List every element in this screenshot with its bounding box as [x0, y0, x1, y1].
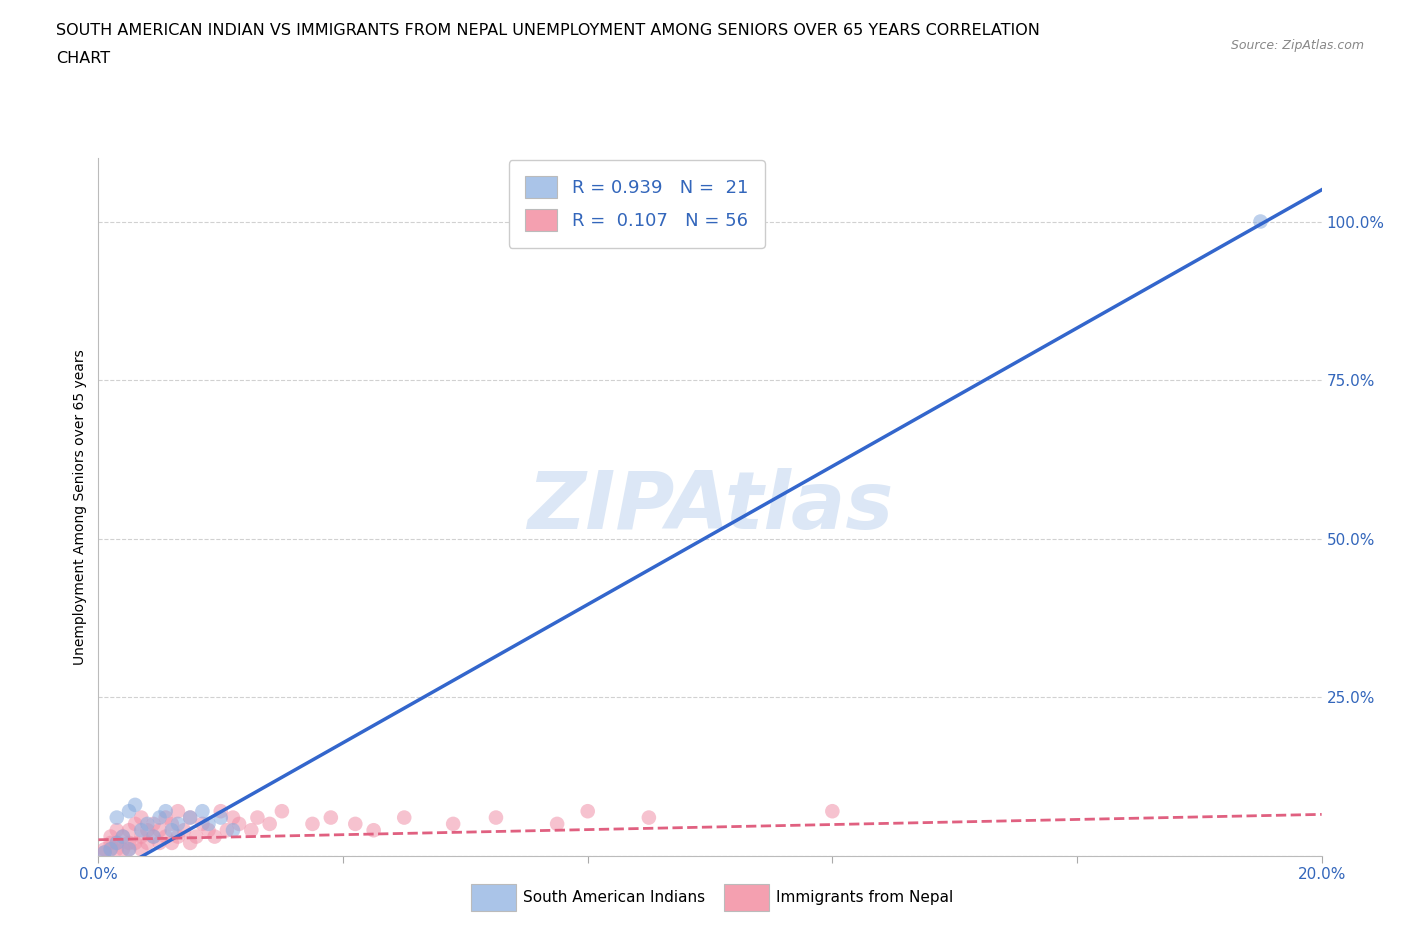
Point [222, 810, 245, 825]
Point [111, 842, 134, 857]
Point [105, 835, 128, 850]
Point [142, 830, 165, 844]
Point [100, 842, 122, 857]
Point [93, 842, 115, 857]
Point [392, 810, 416, 825]
Point [129, 830, 152, 844]
Y-axis label: Unemployment Among Seniors over 65 years: Unemployment Among Seniors over 65 years [73, 349, 87, 665]
Point [167, 804, 190, 818]
Point [124, 797, 146, 812]
Point [259, 817, 281, 831]
Point [118, 804, 141, 818]
Point [105, 835, 128, 850]
Point [129, 842, 152, 857]
Point [129, 823, 152, 838]
Point [270, 804, 292, 818]
Point [546, 817, 568, 831]
Point [228, 817, 250, 831]
Point [160, 817, 183, 831]
Point [179, 810, 201, 825]
Point [197, 823, 219, 838]
Point [149, 835, 172, 850]
Point [363, 823, 385, 838]
Text: CHART: CHART [56, 51, 110, 66]
Point [105, 823, 128, 838]
Text: Source: ZipAtlas.com: Source: ZipAtlas.com [1230, 39, 1364, 52]
Point [167, 830, 190, 844]
Point [637, 810, 661, 825]
Point [209, 810, 232, 825]
Point [155, 810, 177, 825]
Point [167, 817, 190, 831]
Point [204, 830, 226, 844]
Point [209, 804, 232, 818]
Point [142, 830, 165, 844]
Legend: R = 0.939   N =  21, R =  0.107   N = 56: R = 0.939 N = 21, R = 0.107 N = 56 [509, 160, 765, 247]
Point [124, 817, 146, 831]
Point [160, 823, 183, 838]
Point [179, 835, 201, 850]
Point [1249, 214, 1271, 229]
Point [173, 823, 195, 838]
Point [118, 823, 141, 838]
Point [576, 804, 599, 818]
Point [118, 835, 141, 850]
Point [155, 830, 177, 844]
Point [100, 830, 122, 844]
Text: SOUTH AMERICAN INDIAN VS IMMIGRANTS FROM NEPAL UNEMPLOYMENT AMONG SENIORS OVER 6: SOUTH AMERICAN INDIAN VS IMMIGRANTS FROM… [56, 23, 1040, 38]
Text: Immigrants from Nepal: Immigrants from Nepal [776, 890, 953, 905]
Point [191, 804, 214, 818]
Point [319, 810, 342, 825]
Point [136, 817, 159, 831]
Point [149, 810, 172, 825]
Point [441, 817, 464, 831]
Point [111, 830, 134, 844]
Point [155, 804, 177, 818]
Point [246, 810, 269, 825]
Point [136, 823, 159, 838]
Point [485, 810, 508, 825]
Point [118, 842, 141, 857]
Point [191, 817, 214, 831]
Point [179, 810, 201, 825]
Point [344, 817, 367, 831]
Point [105, 842, 128, 857]
Point [197, 817, 219, 831]
Point [111, 830, 134, 844]
Point [136, 835, 159, 850]
Point [186, 830, 208, 844]
Point [821, 804, 844, 818]
Point [105, 810, 128, 825]
Point [160, 835, 183, 850]
Point [149, 823, 172, 838]
Point [222, 823, 245, 838]
Point [215, 823, 238, 838]
Point [142, 817, 165, 831]
Point [301, 817, 323, 831]
Point [93, 845, 115, 860]
Point [129, 810, 152, 825]
Point [240, 823, 263, 838]
Point [93, 845, 115, 860]
Text: South American Indians: South American Indians [523, 890, 706, 905]
Text: ZIPAtlas: ZIPAtlas [527, 468, 893, 546]
Point [124, 835, 146, 850]
Point [100, 842, 122, 857]
Point [100, 835, 122, 850]
Point [118, 842, 141, 857]
